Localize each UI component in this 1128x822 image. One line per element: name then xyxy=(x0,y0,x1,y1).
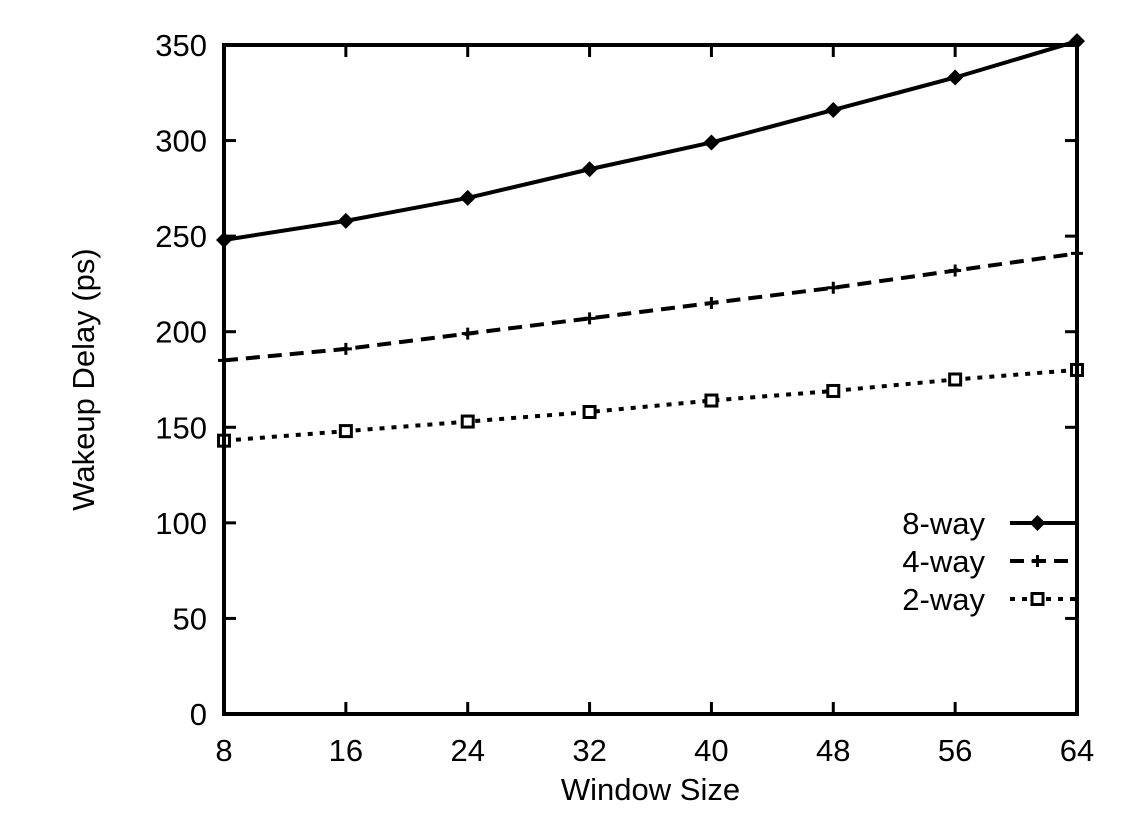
data-point-2-way xyxy=(704,393,719,408)
y-tick-label: 250 xyxy=(155,219,207,254)
y-tick-label: 0 xyxy=(190,697,207,732)
legend-marker-4-way xyxy=(1031,555,1044,567)
y-tick-label: 100 xyxy=(155,506,207,541)
x-tick-label: 8 xyxy=(215,733,232,768)
data-point-2-way xyxy=(826,383,841,398)
data-point-2-way xyxy=(948,372,963,387)
data-point-8-way xyxy=(337,212,354,229)
series-line-8-way xyxy=(223,39,1078,242)
data-point-8-way xyxy=(459,189,476,206)
data-point-8-way xyxy=(703,134,720,151)
data-point-2-way xyxy=(460,414,475,429)
data-point-4-way xyxy=(339,342,352,355)
y-tick-labels: 0 50 100 150 200 250 300 350 xyxy=(155,28,207,732)
x-tick-label: 40 xyxy=(694,733,728,768)
legend-marker-2-way xyxy=(1030,592,1045,606)
y-tick-label: 200 xyxy=(155,315,207,350)
y-tick-label: 150 xyxy=(155,410,207,445)
legend-label-2-way: 2-way xyxy=(902,582,985,617)
data-point-4-way xyxy=(461,327,474,340)
data-point-4-way xyxy=(705,297,718,310)
data-point-4-way xyxy=(583,312,596,325)
plot-frame xyxy=(222,43,1079,716)
data-point-4-way xyxy=(949,264,962,277)
x-tick-label: 64 xyxy=(1060,733,1094,768)
x-tick-label: 48 xyxy=(816,733,850,768)
data-point-8-way xyxy=(581,161,598,178)
legend-label-8-way: 8-way xyxy=(902,506,985,541)
x-tick-label: 56 xyxy=(938,733,972,768)
x-tick-labels: 8 16 24 32 40 48 56 64 xyxy=(215,733,1094,768)
data-point-2-way xyxy=(338,424,353,439)
data-point-8-way xyxy=(947,69,964,86)
y-tick-label: 300 xyxy=(155,124,207,159)
data-point-2-way xyxy=(582,404,597,419)
series-markers xyxy=(216,33,1085,448)
x-axis-title: Window Size xyxy=(561,772,740,807)
legend-marker-8-way xyxy=(1029,515,1046,531)
y-tick-label: 50 xyxy=(173,601,207,636)
x-tick-label: 32 xyxy=(572,733,606,768)
x-tick-label: 24 xyxy=(450,733,484,768)
y-axis-title: Wakeup Delay (ps) xyxy=(66,248,101,510)
series-lines xyxy=(223,39,1078,443)
x-tick-label: 16 xyxy=(329,733,363,768)
y-tick-label: 350 xyxy=(155,28,207,63)
data-point-4-way xyxy=(827,281,840,294)
legend-label-4-way: 4-way xyxy=(902,544,985,579)
series-line-4-way xyxy=(223,251,1078,363)
data-point-8-way xyxy=(825,101,842,118)
